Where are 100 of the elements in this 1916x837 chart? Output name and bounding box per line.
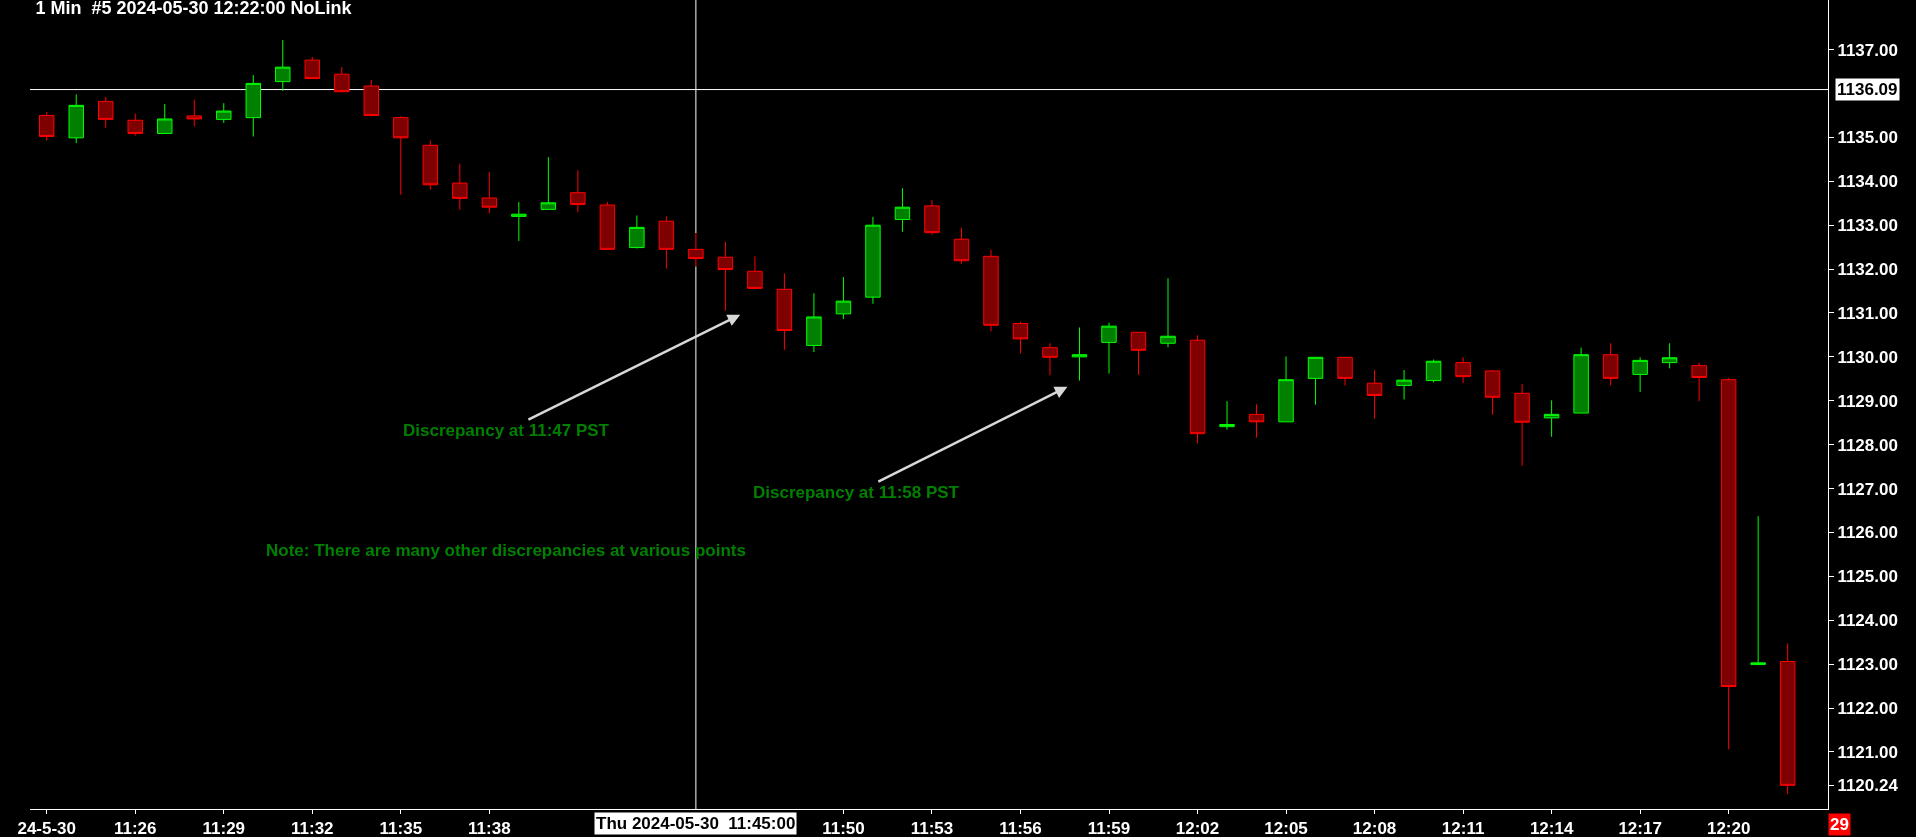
x-tick-label: 11:50	[822, 819, 865, 837]
candlestick	[1012, 321, 1029, 354]
x-tick-label: 12:05	[1264, 819, 1308, 837]
candlestick	[1484, 369, 1501, 416]
candlestick	[1042, 342, 1058, 376]
y-tick-label: 1134.00	[1837, 172, 1898, 192]
y-tick-label: 1131.00	[1837, 303, 1898, 323]
candlestick	[363, 79, 380, 117]
candlestick	[186, 99, 202, 127]
candlestick	[1779, 643, 1796, 795]
x-tick-label: 12:11	[1441, 819, 1485, 837]
candlestick	[1189, 334, 1206, 444]
candlestick	[1602, 342, 1619, 386]
candlestick	[452, 163, 468, 211]
candlestick	[658, 215, 675, 270]
candlestick	[717, 241, 734, 312]
x-tick-label: 12:02	[1175, 819, 1220, 837]
y-tick-label: 1122.00	[1837, 698, 1898, 718]
candlestick	[629, 215, 645, 249]
y-tick-label: 1135.00	[1837, 128, 1898, 148]
annotation: Discrepancy at 11:58 PST	[753, 483, 960, 502]
candlestick	[334, 66, 350, 93]
candlestick	[1543, 399, 1560, 438]
y-tick-label: 1132.00	[1837, 260, 1898, 280]
y-tick-label: 1133.00	[1837, 216, 1898, 236]
candlestick	[599, 201, 616, 250]
x-tick-label: 12:14	[1529, 819, 1574, 837]
x-tick-label: 12:08	[1352, 819, 1397, 837]
x-tick-label: 11:32	[291, 819, 334, 837]
y-tick-label: 1126.00	[1837, 523, 1898, 543]
candlestick	[1691, 362, 1707, 402]
candlestick	[894, 187, 911, 233]
x-tick-label: 12:17	[1618, 819, 1662, 837]
annotation: Discrepancy at 11:47 PST	[403, 421, 610, 440]
candlestick	[747, 255, 763, 289]
candlestick	[1130, 331, 1147, 376]
candlestick	[688, 232, 704, 267]
y-tick-label: 1123.00	[1837, 655, 1898, 675]
candlestick	[1425, 359, 1442, 383]
x-tick-label: 11:56	[999, 819, 1042, 837]
candlestick	[511, 201, 527, 242]
candlestick	[540, 156, 557, 210]
candlestick	[275, 39, 291, 92]
candlestick	[1337, 356, 1353, 386]
candlestick	[157, 103, 173, 134]
x-tick-label: 11:35	[379, 819, 423, 837]
candlestick	[865, 216, 881, 305]
x-tick-label: 24-5-30	[17, 819, 77, 837]
candlestick	[1750, 515, 1766, 666]
candlestick	[1071, 326, 1088, 382]
candlestick	[1101, 322, 1117, 375]
x-tick-label: 11:38	[468, 819, 511, 837]
candlestick	[422, 139, 439, 191]
x-tick-label: 12:20	[1706, 819, 1751, 837]
candlestick	[1632, 356, 1648, 393]
candlestick	[1720, 377, 1737, 750]
candlestick	[1455, 356, 1471, 384]
x-tick-label: 11:59	[1087, 819, 1131, 837]
y-tick-label: 1137.00	[1837, 40, 1898, 60]
candlestick	[68, 93, 84, 144]
candlestick	[924, 199, 940, 236]
y-tick-label: 1127.00	[1837, 479, 1898, 499]
candlestick	[1573, 347, 1589, 414]
candlestick	[216, 102, 232, 124]
candlestick	[1366, 369, 1383, 420]
candlestick	[983, 249, 999, 332]
ref-line-label: 1136.09	[1837, 80, 1898, 99]
candlestick	[1514, 383, 1530, 467]
candlestick	[1396, 369, 1412, 400]
y-tick-label: 1120.24	[1837, 776, 1899, 796]
candlestick	[98, 96, 114, 129]
x-tick-label: 11:26	[113, 819, 157, 837]
candlestick	[1219, 400, 1235, 431]
candlestick	[1661, 342, 1678, 369]
y-tick-label: 1128.00	[1837, 435, 1898, 455]
y-tick-label: 1129.00	[1837, 391, 1898, 411]
chart-title: 1 Min #5 2024-05-30 12:22:00 NoLink	[35, 0, 353, 19]
x-tick-label: 11:53	[910, 819, 954, 837]
x-tick-label: 11:29	[202, 819, 246, 837]
candlestick	[570, 169, 586, 213]
candlestick	[953, 227, 970, 265]
candlestick	[835, 276, 852, 320]
candlestick	[127, 113, 143, 137]
candlestick	[1248, 403, 1265, 439]
candlestick	[776, 272, 793, 351]
ref-line-label: Thu 2024-05-30 11:45:00	[596, 814, 796, 833]
y-tick-label: 1130.00	[1837, 347, 1898, 367]
candlestick	[1160, 277, 1176, 348]
candlestick	[38, 111, 55, 141]
candlestick	[304, 56, 321, 80]
candlestick	[806, 292, 822, 353]
candlestick	[1278, 355, 1294, 423]
y-tick-label: 1125.00	[1837, 567, 1898, 587]
candlestick	[393, 115, 409, 196]
candlestick	[1307, 356, 1324, 406]
text: 29	[1830, 815, 1849, 834]
candlestick	[245, 74, 261, 138]
y-tick-label: 1124.00	[1837, 611, 1898, 631]
y-tick-label: 1121.00	[1837, 742, 1898, 762]
candlestick	[481, 171, 498, 214]
